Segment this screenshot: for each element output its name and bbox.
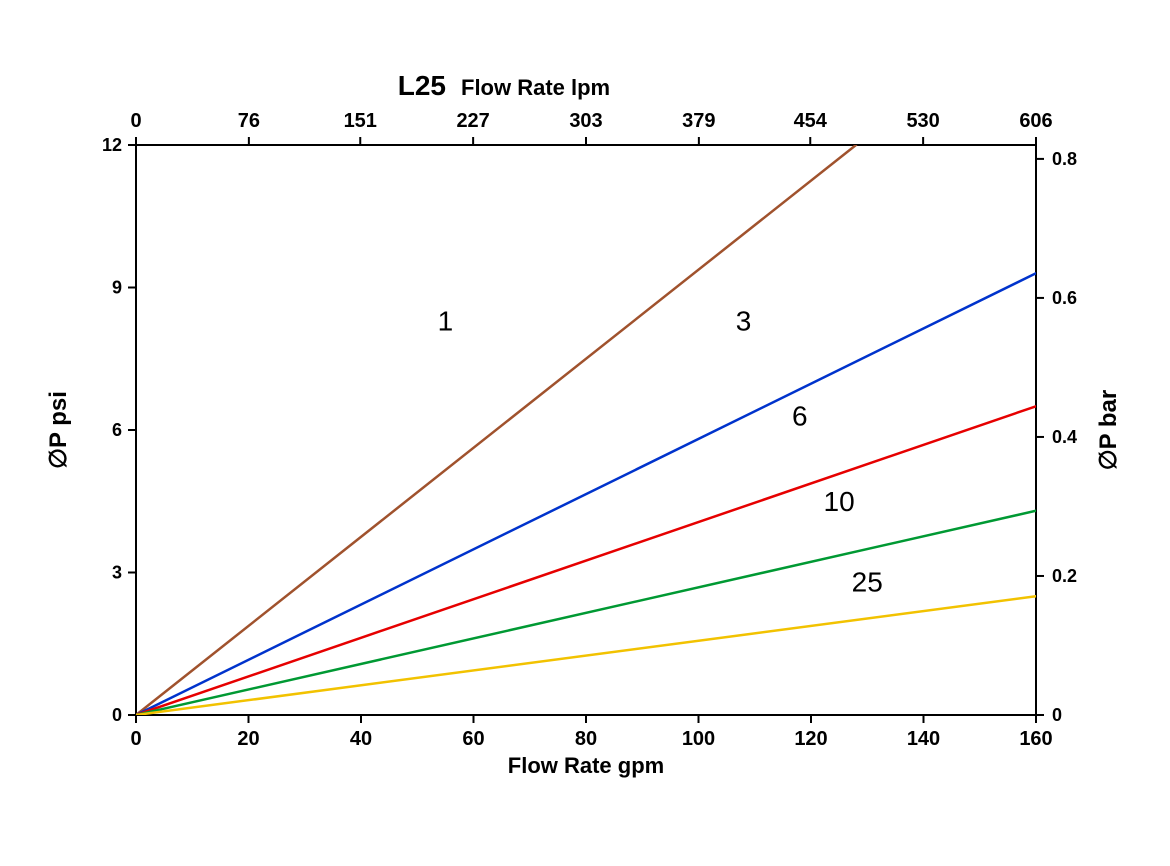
plot-area <box>136 145 1036 715</box>
x-top-tick-label: 76 <box>238 110 260 132</box>
chart-title-prefix: L25 <box>398 70 446 101</box>
x-bottom-tick-label: 60 <box>462 728 484 750</box>
y-left-tick-label: 9 <box>112 278 122 298</box>
y-left-label: ∅P psi <box>45 391 72 469</box>
pressure-flow-chart: 020406080100120140160Flow Rate gpm076151… <box>0 0 1170 866</box>
x-top-tick-label: 227 <box>456 110 489 132</box>
x-bottom-tick-label: 140 <box>907 728 940 750</box>
x-bottom-tick-label: 40 <box>350 728 372 750</box>
x-bottom-tick-label: 160 <box>1019 728 1052 750</box>
x-bottom-tick-label: 0 <box>130 728 141 750</box>
x-top-tick-label: 303 <box>569 110 602 132</box>
series-label-6: 6 <box>792 400 808 431</box>
x-top-tick-label: 454 <box>794 110 828 132</box>
y-right-tick-label: 0.8 <box>1052 149 1077 169</box>
x-bottom-tick-label: 100 <box>682 728 715 750</box>
x-top-tick-label: 151 <box>344 110 377 132</box>
y-left-tick-label: 0 <box>112 705 122 725</box>
x-bottom-label: Flow Rate gpm <box>508 753 664 778</box>
chart-title-suffix: Flow Rate lpm <box>461 75 610 100</box>
x-bottom-tick-label: 120 <box>794 728 827 750</box>
y-right-tick-label: 0.2 <box>1052 566 1077 586</box>
series-label-1: 1 <box>438 305 454 336</box>
y-left-tick-label: 6 <box>112 420 122 440</box>
y-right-tick-label: 0.6 <box>1052 288 1077 308</box>
x-top-tick-label: 379 <box>682 110 715 132</box>
series-label-10: 10 <box>824 486 855 517</box>
y-left-tick-label: 3 <box>112 563 122 583</box>
x-top-tick-label: 530 <box>906 110 939 132</box>
series-label-25: 25 <box>852 567 883 598</box>
y-right-label: ∅P bar <box>1095 390 1122 471</box>
x-bottom-tick-label: 20 <box>237 728 259 750</box>
series-label-3: 3 <box>736 305 752 336</box>
y-right-tick-label: 0.4 <box>1052 427 1077 447</box>
x-top-tick-label: 0 <box>130 110 141 132</box>
y-right-tick-label: 0 <box>1052 705 1062 725</box>
x-top-tick-label: 606 <box>1019 110 1052 132</box>
y-left-tick-label: 12 <box>102 135 122 155</box>
x-bottom-tick-label: 80 <box>575 728 597 750</box>
